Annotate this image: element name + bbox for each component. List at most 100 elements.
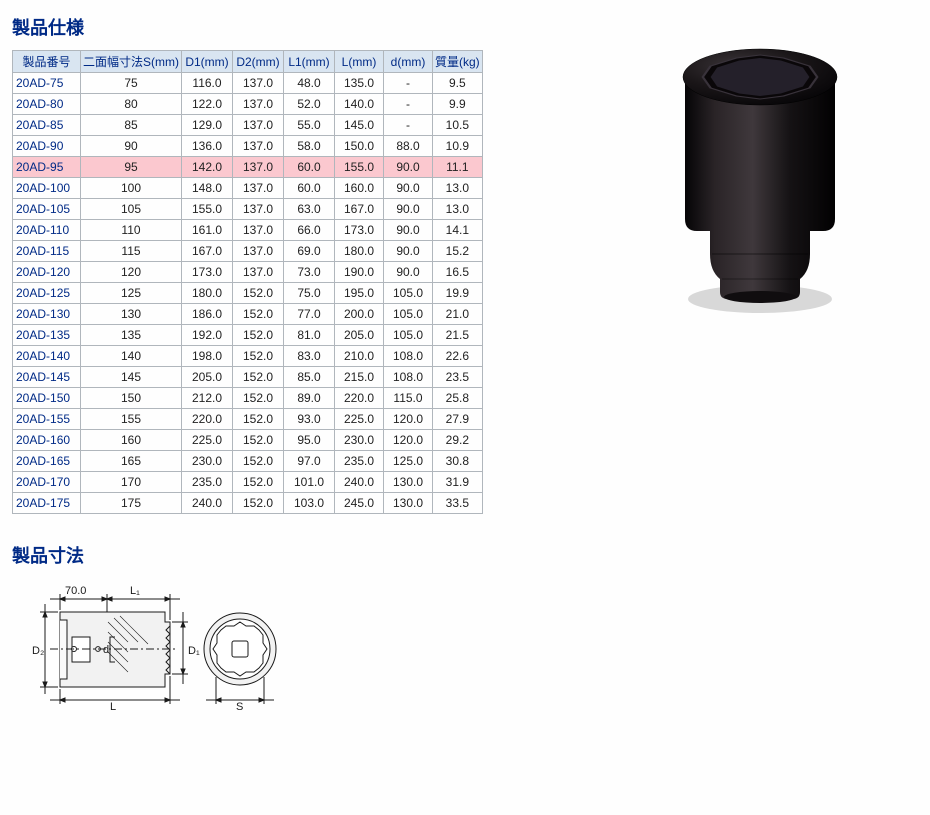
cell-value: 155.0 (335, 157, 384, 178)
col-header: D1(mm) (182, 51, 233, 73)
cell-value: 21.0 (433, 304, 483, 325)
cell-value: 116.0 (182, 73, 233, 94)
cell-value: 167.0 (335, 199, 384, 220)
cell-value: 210.0 (335, 346, 384, 367)
cell-value: 190.0 (335, 262, 384, 283)
cell-value: 225.0 (182, 430, 233, 451)
cell-value: 103.0 (284, 493, 335, 514)
cell-value: 48.0 (284, 73, 335, 94)
cell-value: 152.0 (233, 493, 284, 514)
cell-value: 90.0 (384, 220, 433, 241)
cell-value: 120.0 (384, 430, 433, 451)
cell-value: 29.2 (433, 430, 483, 451)
col-header: L(mm) (335, 51, 384, 73)
cell-value: 230.0 (335, 430, 384, 451)
table-row: 20AD-110110161.0137.066.0173.090.014.1 (13, 220, 483, 241)
cell-partno: 20AD-95 (13, 157, 81, 178)
table-row: 20AD-145145205.0152.085.0215.0108.023.5 (13, 367, 483, 388)
cell-value: 75.0 (284, 283, 335, 304)
cell-value: 63.0 (284, 199, 335, 220)
cell-partno: 20AD-75 (13, 73, 81, 94)
cell-value: 60.0 (284, 157, 335, 178)
cell-value: 22.6 (433, 346, 483, 367)
table-row: 20AD-130130186.0152.077.0200.0105.021.0 (13, 304, 483, 325)
cell-value: 11.1 (433, 157, 483, 178)
cell-value: 161.0 (182, 220, 233, 241)
cell-value: 81.0 (284, 325, 335, 346)
cell-value: 137.0 (233, 73, 284, 94)
cell-value: 33.5 (433, 493, 483, 514)
cell-value: 152.0 (233, 346, 284, 367)
cell-value: 13.0 (433, 199, 483, 220)
cell-value: 27.9 (433, 409, 483, 430)
table-row: 20AD-7575116.0137.048.0135.0-9.5 (13, 73, 483, 94)
cell-value: 120 (81, 262, 182, 283)
cell-value: 180.0 (182, 283, 233, 304)
cell-partno: 20AD-80 (13, 94, 81, 115)
cell-value: 148.0 (182, 178, 233, 199)
cell-partno: 20AD-130 (13, 304, 81, 325)
cell-value: 122.0 (182, 94, 233, 115)
cell-value: 137.0 (233, 220, 284, 241)
cell-value: 58.0 (284, 136, 335, 157)
cell-value: 15.2 (433, 241, 483, 262)
cell-value: 10.9 (433, 136, 483, 157)
label-D2: D₂ (32, 645, 44, 657)
cell-partno: 20AD-85 (13, 115, 81, 136)
cell-value: 137.0 (233, 94, 284, 115)
cell-value: 165 (81, 451, 182, 472)
cell-value: 152.0 (233, 472, 284, 493)
table-row: 20AD-165165230.0152.097.0235.0125.030.8 (13, 451, 483, 472)
cell-value: 220.0 (182, 409, 233, 430)
cell-partno: 20AD-175 (13, 493, 81, 514)
col-header: 製品番号 (13, 51, 81, 73)
cell-value: 9.5 (433, 73, 483, 94)
cell-value: 140 (81, 346, 182, 367)
cell-partno: 20AD-105 (13, 199, 81, 220)
cell-value: 120.0 (384, 409, 433, 430)
cell-value: 105.0 (384, 304, 433, 325)
cell-value: 135 (81, 325, 182, 346)
cell-value: 108.0 (384, 367, 433, 388)
heading-dims: 製品寸法 (12, 542, 920, 568)
col-header: 質量(kg) (433, 51, 483, 73)
cell-value: 145.0 (335, 115, 384, 136)
cell-partno: 20AD-135 (13, 325, 81, 346)
col-header: D2(mm) (233, 51, 284, 73)
table-row: 20AD-150150212.0152.089.0220.0115.025.8 (13, 388, 483, 409)
cell-value: 130.0 (384, 472, 433, 493)
cell-value: 90.0 (384, 262, 433, 283)
cell-value: 93.0 (284, 409, 335, 430)
cell-value: 137.0 (233, 262, 284, 283)
table-row: 20AD-135135192.0152.081.0205.0105.021.5 (13, 325, 483, 346)
label-D1: D₁ (188, 645, 200, 657)
dimension-diagram: d 70.0 L₁ L D₂ D₁ (10, 582, 290, 712)
cell-value: 55.0 (284, 115, 335, 136)
table-row: 20AD-100100148.0137.060.0160.090.013.0 (13, 178, 483, 199)
cell-value: 105 (81, 199, 182, 220)
cell-value: 195.0 (335, 283, 384, 304)
cell-partno: 20AD-100 (13, 178, 81, 199)
cell-value: 152.0 (233, 304, 284, 325)
cell-value: 10.5 (433, 115, 483, 136)
label-L: L (110, 701, 116, 712)
table-row: 20AD-8080122.0137.052.0140.0-9.9 (13, 94, 483, 115)
cell-partno: 20AD-145 (13, 367, 81, 388)
cell-value: 89.0 (284, 388, 335, 409)
cell-value: 31.9 (433, 472, 483, 493)
cell-value: 145 (81, 367, 182, 388)
cell-value: 137.0 (233, 178, 284, 199)
cell-value: 66.0 (284, 220, 335, 241)
cell-value: 60.0 (284, 178, 335, 199)
cell-value: 105.0 (384, 325, 433, 346)
cell-value: 137.0 (233, 199, 284, 220)
cell-value: 77.0 (284, 304, 335, 325)
cell-value: 90 (81, 136, 182, 157)
cell-value: 137.0 (233, 157, 284, 178)
cell-value: - (384, 115, 433, 136)
cell-value: 75 (81, 73, 182, 94)
cell-value: 167.0 (182, 241, 233, 262)
cell-value: 150.0 (335, 136, 384, 157)
cell-value: 160.0 (335, 178, 384, 199)
cell-value: 110 (81, 220, 182, 241)
